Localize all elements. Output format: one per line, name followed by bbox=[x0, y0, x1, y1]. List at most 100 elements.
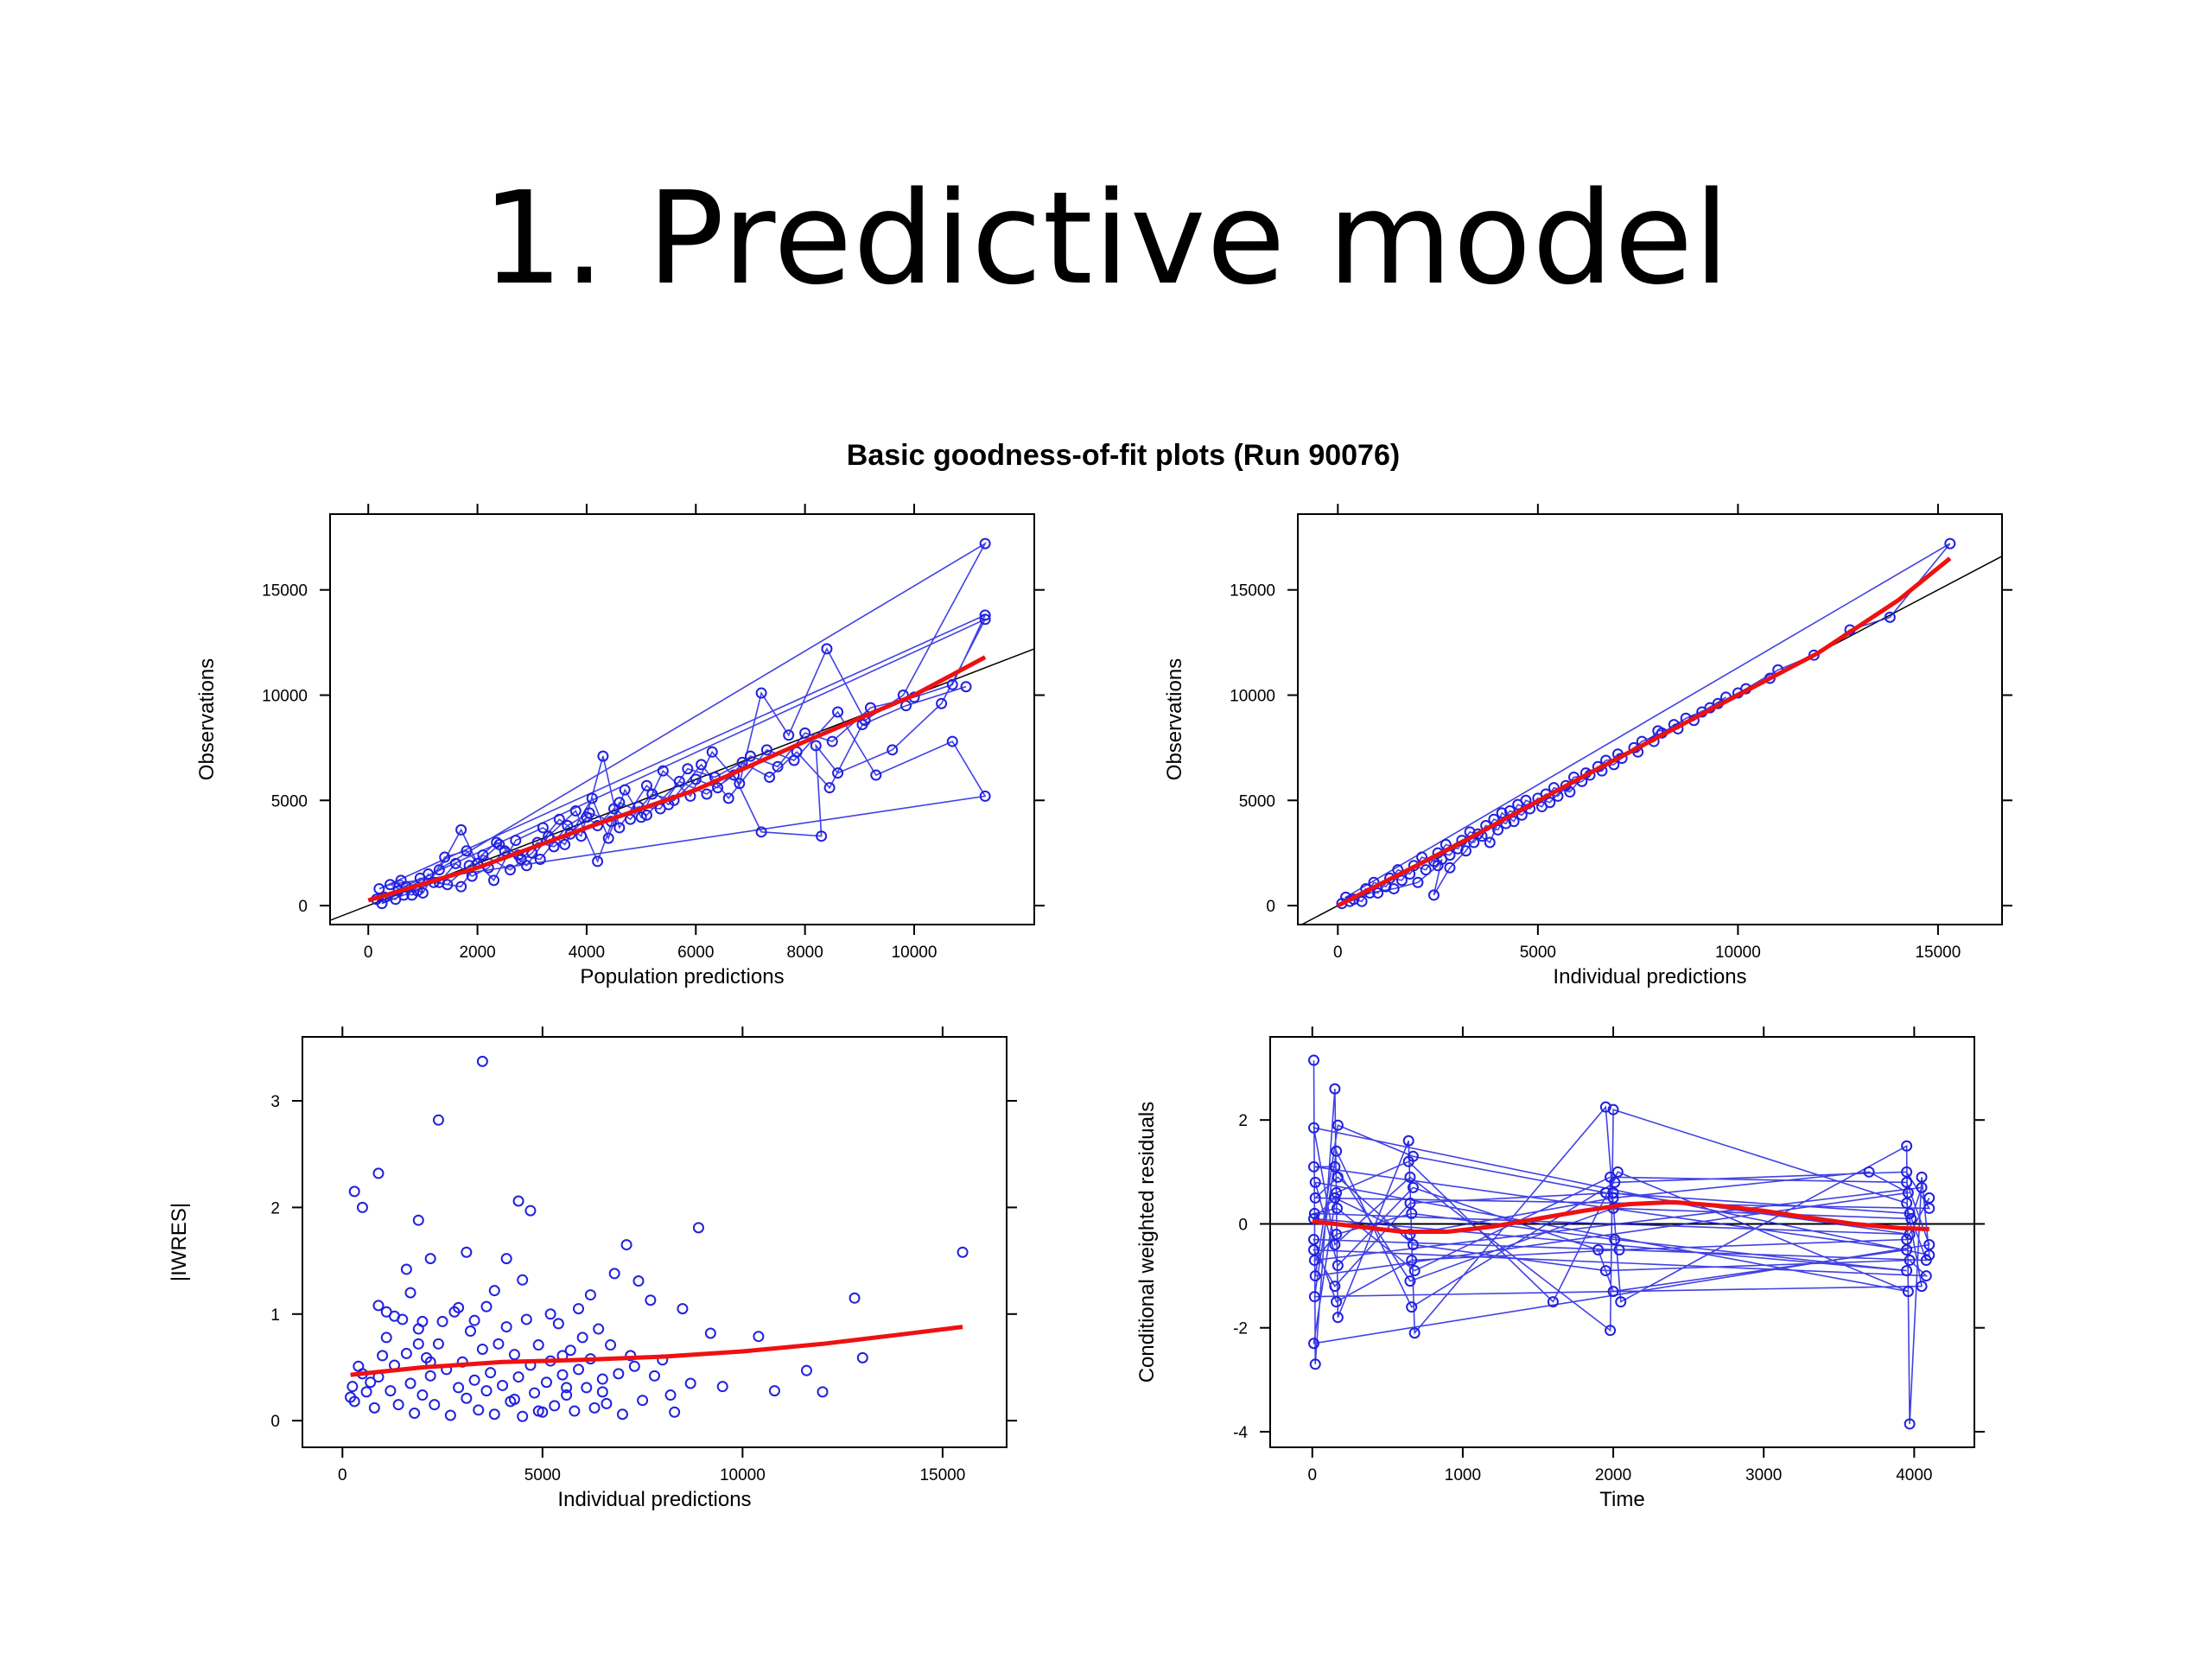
data-point bbox=[1923, 1202, 1936, 1214]
data-point bbox=[1427, 889, 1440, 901]
data-point bbox=[562, 820, 574, 832]
data-point bbox=[1599, 1186, 1611, 1198]
data-point bbox=[360, 1386, 372, 1398]
x-axis-label: Individual predictions bbox=[1553, 965, 1746, 988]
data-point bbox=[1332, 1119, 1344, 1131]
data-point bbox=[1308, 1244, 1320, 1256]
y-tick-label: 0 bbox=[270, 1413, 280, 1431]
individual-profile-lines bbox=[376, 541, 988, 905]
x-tick-label: 1000 bbox=[1445, 1466, 1481, 1484]
data-point bbox=[760, 744, 772, 756]
data-point bbox=[1615, 1296, 1627, 1308]
data-point bbox=[389, 1310, 401, 1322]
data-point bbox=[1331, 1228, 1343, 1240]
data-point bbox=[368, 1402, 380, 1414]
data-point bbox=[1329, 1192, 1341, 1204]
gof-plot-iwres: 0 5000 10000 15000 0 1 2 3 Individual prediction… bbox=[168, 1027, 1017, 1511]
data-point bbox=[1395, 874, 1408, 887]
data-point bbox=[373, 883, 385, 895]
slide-title: 1. Predictive model bbox=[481, 164, 1731, 313]
smooth-trend-line bbox=[1312, 1199, 1929, 1234]
data-point bbox=[424, 1253, 436, 1265]
data-point bbox=[1611, 1166, 1624, 1178]
data-point bbox=[404, 1377, 416, 1389]
y-tick-label: 3 bbox=[270, 1093, 280, 1111]
data-point bbox=[800, 1364, 812, 1376]
data-point bbox=[613, 797, 626, 809]
plot-frame bbox=[329, 513, 1035, 925]
data-point bbox=[1407, 1239, 1419, 1251]
data-point bbox=[1308, 1291, 1320, 1303]
data-point bbox=[592, 855, 604, 868]
data-point bbox=[1372, 887, 1384, 899]
data-point bbox=[442, 879, 454, 891]
data-point bbox=[416, 1389, 429, 1402]
x-axis-label: Individual predictions bbox=[557, 1488, 751, 1511]
data-point bbox=[1607, 1192, 1619, 1204]
data-point bbox=[1592, 1244, 1605, 1256]
data-point bbox=[1916, 1181, 1928, 1193]
data-point bbox=[764, 771, 776, 783]
y-tick-label: 15000 bbox=[262, 582, 308, 601]
data-point bbox=[1331, 1145, 1343, 1157]
data-point bbox=[704, 1327, 716, 1339]
data-point bbox=[1923, 1192, 1936, 1204]
data-point bbox=[1412, 876, 1424, 888]
y-tick-label: 1 bbox=[270, 1306, 280, 1325]
data-point bbox=[497, 1379, 509, 1391]
data-point bbox=[637, 1395, 649, 1407]
data-point bbox=[640, 809, 652, 821]
data-point bbox=[1496, 807, 1508, 819]
data-point bbox=[488, 874, 500, 887]
data-point bbox=[856, 719, 868, 731]
data-point bbox=[722, 792, 734, 804]
data-point bbox=[1329, 1083, 1341, 1095]
data-point bbox=[887, 744, 899, 756]
data-point bbox=[409, 1408, 421, 1420]
data-point bbox=[385, 1385, 397, 1397]
x-axis-label: Time bbox=[1599, 1488, 1644, 1511]
data-point bbox=[1904, 1207, 1916, 1219]
data-point bbox=[584, 1289, 596, 1301]
data-point bbox=[468, 1314, 480, 1326]
data-point bbox=[1404, 1275, 1416, 1287]
data-point bbox=[832, 706, 844, 718]
x-tick-label: 5000 bbox=[524, 1466, 561, 1484]
data-point bbox=[517, 1410, 529, 1422]
data-point bbox=[602, 832, 614, 844]
data-point bbox=[1404, 1197, 1416, 1209]
data-point bbox=[400, 1347, 412, 1359]
data-point bbox=[632, 1275, 645, 1287]
data-point bbox=[1308, 1160, 1320, 1173]
y-tick-label: -4 bbox=[1233, 1424, 1248, 1442]
data-point bbox=[673, 775, 685, 787]
data-point bbox=[372, 1300, 385, 1312]
gof-plot-cwres-time: 0 1000 2000 3000 4000 -4 -2 0 2 Time Conditional w… bbox=[1135, 1027, 1985, 1511]
data-point bbox=[596, 1386, 608, 1398]
data-point bbox=[1329, 1160, 1341, 1173]
data-point bbox=[581, 1382, 593, 1394]
data-point bbox=[439, 851, 451, 863]
data-point bbox=[1402, 1135, 1414, 1147]
y-tick-label: 10000 bbox=[1230, 687, 1275, 705]
data-point bbox=[400, 1263, 412, 1275]
data-point bbox=[455, 823, 467, 836]
plot-frame bbox=[302, 1036, 1007, 1448]
y-tick-label: 10000 bbox=[262, 687, 308, 705]
data-point bbox=[870, 769, 882, 781]
data-point bbox=[480, 1385, 493, 1397]
data-point bbox=[583, 807, 595, 819]
data-point bbox=[616, 1408, 628, 1421]
data-point bbox=[384, 879, 396, 891]
data-point bbox=[1309, 1192, 1321, 1204]
data-point bbox=[1420, 864, 1432, 876]
data-point bbox=[613, 822, 626, 834]
data-point bbox=[569, 804, 582, 817]
data-point bbox=[690, 773, 702, 785]
data-point bbox=[586, 792, 598, 804]
data-point bbox=[1923, 1239, 1936, 1251]
data-point bbox=[1331, 1296, 1343, 1308]
data-point bbox=[826, 735, 838, 747]
individual-profile-lines bbox=[1341, 543, 1951, 905]
